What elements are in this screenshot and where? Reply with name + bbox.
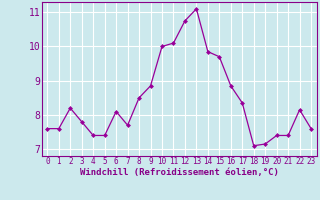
X-axis label: Windchill (Refroidissement éolien,°C): Windchill (Refroidissement éolien,°C) (80, 168, 279, 177)
